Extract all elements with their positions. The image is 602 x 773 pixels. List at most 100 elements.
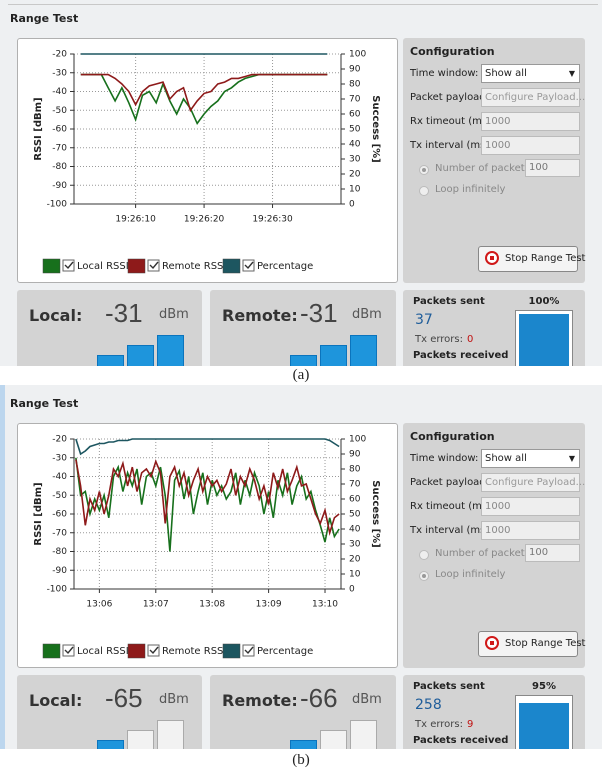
y2-tick-label: 10 — [349, 185, 361, 195]
y-axis-label: RSSI [dBm] — [33, 97, 44, 160]
y-tick-label: -80 — [52, 162, 67, 172]
legend-label: Remote RSSI — [162, 646, 226, 657]
y2-tick-label: 20 — [349, 170, 361, 180]
signal-bar — [127, 730, 154, 749]
config-box: ConfigurationTime window:Show all▼Packet… — [403, 423, 585, 668]
packets-sent: 37 — [415, 312, 433, 328]
radio-dot — [422, 168, 426, 172]
y-tick-label: -40 — [52, 472, 67, 482]
remote-rssi-box: Remote:-66dBm — [210, 675, 396, 749]
packets-input[interactable]: 100 — [525, 544, 580, 562]
legend-swatch — [43, 259, 60, 273]
packets-input[interactable]: 100 — [525, 159, 580, 177]
tx-errors: 0 — [467, 334, 473, 345]
y2-tick-label: 70 — [349, 480, 361, 490]
signal-bar — [157, 720, 184, 749]
x-tick-label: 13:07 — [143, 600, 169, 610]
y2-tick-label: 60 — [349, 495, 361, 505]
radio-button[interactable] — [419, 186, 429, 196]
time-window-select[interactable]: Show all▼ — [481, 449, 580, 468]
stop-square — [490, 641, 494, 645]
rssi-unit: dBm — [159, 307, 189, 322]
legend-swatch — [223, 644, 240, 658]
y-tick-label: -50 — [52, 491, 67, 501]
legend-swatch — [128, 259, 145, 273]
tx-interval-input[interactable]: 1000 — [481, 521, 580, 540]
y2-tick-label: 100 — [349, 435, 366, 445]
signal-bar — [320, 730, 347, 749]
config-box: ConfigurationTime window:Show all▼Packet… — [403, 38, 585, 283]
success-label: 100% — [515, 296, 573, 307]
rssi-label: Local: — [29, 306, 82, 325]
rssi-label: Remote: — [222, 691, 298, 710]
rssi-unit: dBm — [159, 692, 189, 707]
y-tick-label: -70 — [52, 528, 67, 538]
rx-timeout-input[interactable]: 1000 — [481, 112, 580, 131]
legend-label: Percentage — [257, 261, 313, 272]
y-tick-label: -70 — [52, 143, 67, 153]
stop-label: Stop Range Test — [505, 638, 585, 649]
dropdown-arrow: ▼ — [569, 65, 575, 82]
y-tick-label: -60 — [52, 510, 67, 520]
config-title: Configuration — [410, 430, 495, 443]
data-line — [81, 75, 327, 111]
top-rule — [8, 4, 598, 5]
y-tick-label: -20 — [52, 50, 67, 60]
y2-tick-label: 20 — [349, 555, 361, 565]
radio-button[interactable] — [419, 165, 429, 175]
range-test-panel: Range Test-100-90-80-70-60-50-40-30-2001… — [0, 0, 602, 366]
tx-errors: 9 — [467, 719, 473, 730]
rssi-value: -65 — [105, 683, 143, 714]
stop-icon — [485, 251, 499, 265]
panel-title: Range Test — [10, 397, 78, 410]
rssi-unit: dBm — [352, 307, 382, 322]
y2-tick-label: 50 — [349, 510, 361, 520]
y-tick-label: -50 — [52, 106, 67, 116]
rssi-unit: dBm — [352, 692, 382, 707]
legend-label: Local RSSI — [77, 261, 129, 272]
rssi-value: -31 — [300, 298, 338, 329]
x-tick-label: 19:26:30 — [252, 215, 293, 225]
tx-interval-input[interactable]: 1000 — [481, 136, 580, 155]
rx-timeout-input[interactable]: 1000 — [481, 497, 580, 516]
y2-tick-label: 90 — [349, 65, 361, 75]
field-label: Packet payload: — [410, 92, 489, 103]
configure-payload-button[interactable]: Configure Payload... — [481, 473, 580, 492]
signal-bar — [97, 740, 124, 749]
legend-swatch — [43, 644, 60, 658]
y2-tick-label: 0 — [349, 200, 355, 210]
x-tick-label: 13:06 — [86, 600, 112, 610]
field-label: Number of packets: — [435, 163, 533, 174]
x-tick-label: 19:26:20 — [184, 215, 225, 225]
rssi-label: Remote: — [222, 306, 298, 325]
radio-button[interactable] — [419, 550, 429, 560]
legend-swatch — [128, 644, 145, 658]
stop-square — [490, 256, 494, 260]
legend-label: Percentage — [257, 646, 313, 657]
signal-bar — [127, 345, 154, 366]
signal-bar — [350, 720, 377, 749]
stop-button[interactable]: Stop Range Test — [478, 631, 578, 657]
y2-tick-label: 30 — [349, 155, 361, 165]
configure-payload-button[interactable]: Configure Payload... — [481, 88, 580, 107]
local-rssi-box: Local: -31 dBm — [17, 290, 202, 366]
stats-box: Packets sent37Tx errors:0Packets receive… — [403, 290, 585, 366]
chart: -100-90-80-70-60-50-40-30-20010203040506… — [18, 424, 397, 667]
y2-tick-label: 40 — [349, 525, 361, 535]
stop-icon — [485, 636, 499, 650]
success-bar — [519, 703, 569, 750]
time-window-select[interactable]: Show all▼ — [481, 64, 580, 83]
y-axis-label: RSSI [dBm] — [33, 482, 44, 545]
y2-tick-label: 0 — [349, 585, 355, 595]
radio-button[interactable] — [419, 571, 429, 581]
stop-button[interactable]: Stop Range Test — [478, 246, 578, 272]
radio-dot — [422, 574, 426, 578]
rssi-value: -31 — [105, 298, 143, 329]
rssi-label: Local: — [29, 691, 82, 710]
data-line — [76, 460, 339, 533]
field-label: Time window: — [410, 68, 478, 79]
field-label: Number of packets: — [435, 548, 533, 559]
